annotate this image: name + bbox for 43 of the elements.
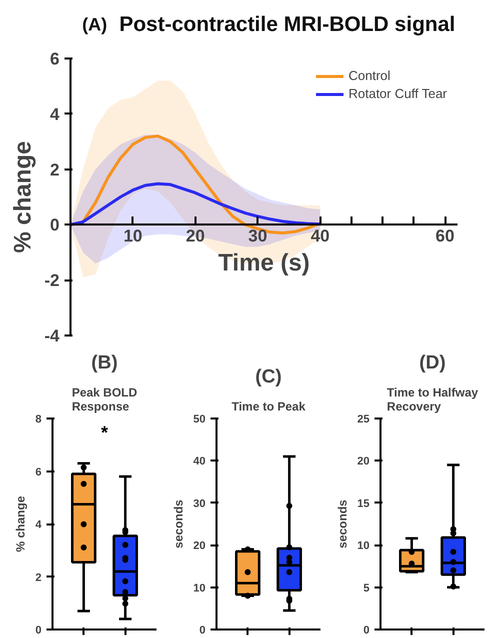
x-tick-label: 60: [436, 226, 454, 246]
legend-label: Rotator Cuff Tear: [348, 86, 447, 101]
x-tick-label: 40: [310, 226, 330, 246]
y-tick-label: 50: [193, 414, 206, 426]
x-tick-label: 10: [123, 226, 142, 246]
y-tick-label: 20: [193, 540, 206, 552]
chart-title: (D): [419, 352, 446, 374]
y-tick-label: 15: [357, 498, 370, 510]
y-tick-label: 0: [199, 624, 206, 636]
legend-label: Control: [348, 68, 390, 83]
y-axis-title: % change: [9, 140, 36, 254]
y-tick-label: 6: [50, 50, 60, 68]
y-tick-label: 0: [35, 624, 42, 636]
y-tick-label: 0: [363, 624, 370, 636]
y-tick-label: -2: [44, 271, 60, 290]
y-tick-label: 2: [35, 572, 42, 584]
y-tick-label: 40: [193, 456, 206, 468]
y-tick-label: 30: [193, 498, 206, 510]
annotation: *: [101, 422, 108, 443]
y-tick-label: 5: [363, 582, 370, 594]
y-tick-label: 8: [35, 414, 42, 426]
y-tick-label: 2: [50, 160, 60, 180]
chart-title: (C): [255, 366, 282, 388]
chart-subtitle: Time to Peak: [232, 400, 306, 414]
y-tick-label: 10: [193, 582, 206, 594]
y-axis-title: % change: [13, 496, 28, 552]
x-axis-title: Time (s): [218, 250, 310, 276]
y-axis-title: seconds: [335, 499, 350, 548]
text: (A): [82, 14, 108, 34]
y-tick-label: 20: [357, 456, 370, 468]
chart-title: Post-contractile MRI-BOLD signal: [119, 13, 456, 36]
y-tick-label: -4: [44, 326, 60, 346]
chart-subtitle: Peak BOLD Response: [72, 386, 138, 414]
y-tick-label: 10: [357, 540, 370, 552]
y-tick-label: 4: [35, 519, 42, 531]
y-tick-label: 4: [50, 104, 60, 124]
y-tick-label: 25: [357, 414, 370, 426]
chart-title: (B): [91, 352, 118, 374]
y-tick-label: 0: [50, 216, 60, 235]
x-tick-label: 30: [248, 226, 268, 246]
y-axis-title: seconds: [171, 499, 186, 548]
chart-subtitle: Time to Halfway Recovery: [386, 386, 478, 414]
y-tick-label: 6: [35, 466, 42, 478]
